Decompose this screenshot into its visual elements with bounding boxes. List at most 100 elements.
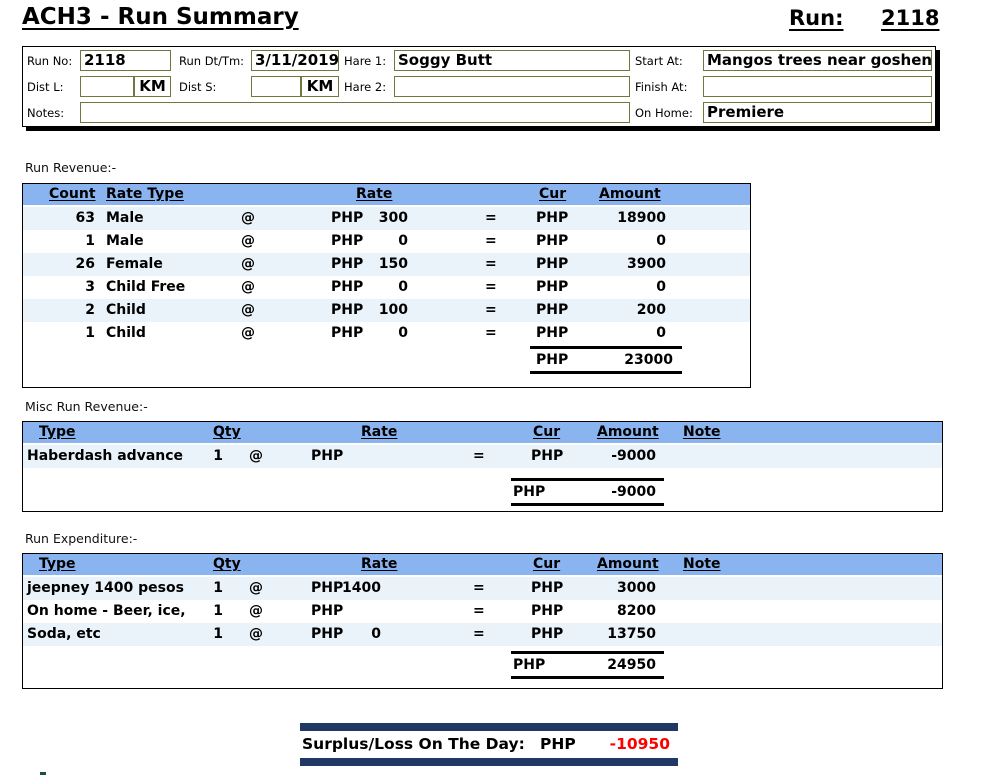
dist-s-label: Dist S: bbox=[179, 80, 217, 94]
rate-cell: 100 bbox=[378, 302, 408, 318]
misc-revenue-table: Type Qty Rate Cur Amount Note Haberdash … bbox=[22, 421, 943, 512]
run-no-field[interactable]: 2118 bbox=[80, 50, 171, 71]
surplus-section: Surplus/Loss On The Day: PHP -10950 bbox=[300, 723, 678, 766]
total-amount: -9000 bbox=[611, 484, 656, 500]
at-symbol: @ bbox=[249, 626, 263, 642]
dist-l-km-unit: KM bbox=[134, 76, 171, 97]
total-currency: PHP bbox=[536, 352, 569, 368]
count-cell: 2 bbox=[85, 302, 95, 318]
on-home-field[interactable]: Premiere bbox=[703, 102, 932, 123]
type-cell: jeepney 1400 pesos bbox=[27, 580, 184, 596]
rate-currency-cell: PHP bbox=[331, 233, 364, 249]
amount-currency-cell: PHP bbox=[536, 279, 569, 295]
amount-cell: 200 bbox=[636, 302, 666, 318]
surplus-label: Surplus/Loss On The Day: bbox=[302, 735, 525, 753]
amount-cell: 0 bbox=[656, 325, 666, 341]
total-currency: PHP bbox=[513, 657, 546, 673]
rate-cell: 0 bbox=[398, 279, 408, 295]
hare1-label: Hare 1: bbox=[344, 54, 387, 68]
hare2-field[interactable] bbox=[394, 76, 630, 97]
type-cell: On home - Beer, ice, bbox=[27, 603, 186, 619]
revenue-table: Count Rate Type Rate Cur Amount 63 Male … bbox=[22, 183, 751, 388]
col-header-qty: Qty bbox=[213, 424, 241, 440]
col-header-count: Count bbox=[49, 186, 96, 202]
expenditure-row: On home - Beer, ice, 1 @ PHP = PHP 8200 bbox=[23, 600, 942, 623]
dist-l-field[interactable] bbox=[80, 76, 134, 97]
col-header-note: Note bbox=[683, 556, 721, 572]
qty-cell: 1 bbox=[213, 603, 223, 619]
run-info-panel: Run No: 2118 Run Dt/Tm: 3/11/2019 Hare 1… bbox=[22, 46, 936, 127]
equals-symbol: = bbox=[473, 626, 485, 642]
amount-cell: 3900 bbox=[627, 256, 666, 272]
equals-symbol: = bbox=[473, 603, 485, 619]
finish-at-label: Finish At: bbox=[635, 80, 688, 94]
rate-currency-cell: PHP bbox=[331, 279, 364, 295]
run-no-label: Run No: bbox=[27, 54, 73, 68]
amount-currency-cell: PHP bbox=[531, 448, 564, 464]
page-edge-mark bbox=[40, 772, 46, 775]
equals-symbol: = bbox=[485, 279, 497, 295]
total-currency: PHP bbox=[513, 484, 546, 500]
page-title: ACH3 - Run Summary bbox=[22, 4, 299, 30]
revenue-row: 3 Child Free @ PHP 0 = PHP 0 bbox=[23, 276, 750, 299]
total-amount: 23000 bbox=[624, 352, 673, 368]
misc-table-header: Type Qty Rate Cur Amount Note bbox=[23, 422, 942, 445]
start-at-label: Start At: bbox=[635, 54, 683, 68]
at-symbol: @ bbox=[241, 302, 255, 318]
run-dt-field[interactable]: 3/11/2019 bbox=[251, 50, 339, 71]
rate-cell: 0 bbox=[398, 233, 408, 249]
rate-currency-cell: PHP bbox=[331, 210, 364, 226]
rate-currency-cell: PHP bbox=[311, 603, 344, 619]
rate-currency-cell: PHP bbox=[331, 325, 364, 341]
dist-s-field[interactable] bbox=[251, 76, 301, 97]
surplus-amount: -10950 bbox=[609, 735, 670, 753]
col-header-rate: Rate bbox=[361, 424, 398, 440]
run-label: Run: bbox=[789, 6, 844, 30]
rate-cell: 1400 bbox=[342, 580, 381, 596]
col-header-rate: Rate bbox=[361, 556, 398, 572]
amount-cell: 0 bbox=[656, 233, 666, 249]
count-cell: 1 bbox=[85, 325, 95, 341]
col-header-cur: Cur bbox=[533, 556, 561, 572]
rate-cell: 0 bbox=[398, 325, 408, 341]
revenue-row: 2 Child @ PHP 100 = PHP 200 bbox=[23, 299, 750, 322]
equals-symbol: = bbox=[485, 233, 497, 249]
misc-revenue-row: Haberdash advance 1 @ PHP = PHP -9000 bbox=[23, 445, 942, 468]
rate-currency-cell: PHP bbox=[331, 256, 364, 272]
at-symbol: @ bbox=[241, 279, 255, 295]
at-symbol: @ bbox=[249, 580, 263, 596]
rate-cell: 150 bbox=[378, 256, 408, 272]
run-dt-label: Run Dt/Tm: bbox=[179, 54, 245, 68]
qty-cell: 1 bbox=[213, 448, 223, 464]
revenue-row: 1 Male @ PHP 0 = PHP 0 bbox=[23, 230, 750, 253]
revenue-row: 26 Female @ PHP 150 = PHP 3900 bbox=[23, 253, 750, 276]
surplus-currency: PHP bbox=[540, 735, 576, 753]
rate-type-cell: Female bbox=[106, 256, 163, 272]
count-cell: 63 bbox=[75, 210, 95, 226]
rate-currency-cell: PHP bbox=[311, 448, 344, 464]
finish-at-field[interactable] bbox=[703, 76, 932, 97]
equals-symbol: = bbox=[485, 210, 497, 226]
total-amount: 24950 bbox=[607, 657, 656, 673]
amount-currency-cell: PHP bbox=[531, 603, 564, 619]
notes-field[interactable] bbox=[80, 102, 630, 123]
surplus-top-bar bbox=[300, 723, 678, 731]
equals-symbol: = bbox=[485, 256, 497, 272]
rate-type-cell: Child bbox=[106, 302, 146, 318]
dist-s-km-unit: KM bbox=[301, 76, 339, 97]
start-at-field[interactable]: Mangos trees near goshen bbox=[703, 50, 932, 71]
rate-currency-cell: PHP bbox=[331, 302, 364, 318]
expenditure-table: Type Qty Rate Cur Amount Note jeepney 14… bbox=[22, 553, 943, 689]
equals-symbol: = bbox=[485, 325, 497, 341]
col-header-type: Type bbox=[39, 424, 76, 440]
count-cell: 3 bbox=[85, 279, 95, 295]
run-number-value: 2118 bbox=[881, 6, 940, 30]
col-header-type: Type bbox=[39, 556, 76, 572]
surplus-line: Surplus/Loss On The Day: PHP -10950 bbox=[300, 731, 678, 758]
count-cell: 26 bbox=[75, 256, 95, 272]
at-symbol: @ bbox=[241, 233, 255, 249]
equals-symbol: = bbox=[485, 302, 497, 318]
rate-type-cell: Child bbox=[106, 325, 146, 341]
hare1-field[interactable]: Soggy Butt bbox=[394, 50, 630, 71]
